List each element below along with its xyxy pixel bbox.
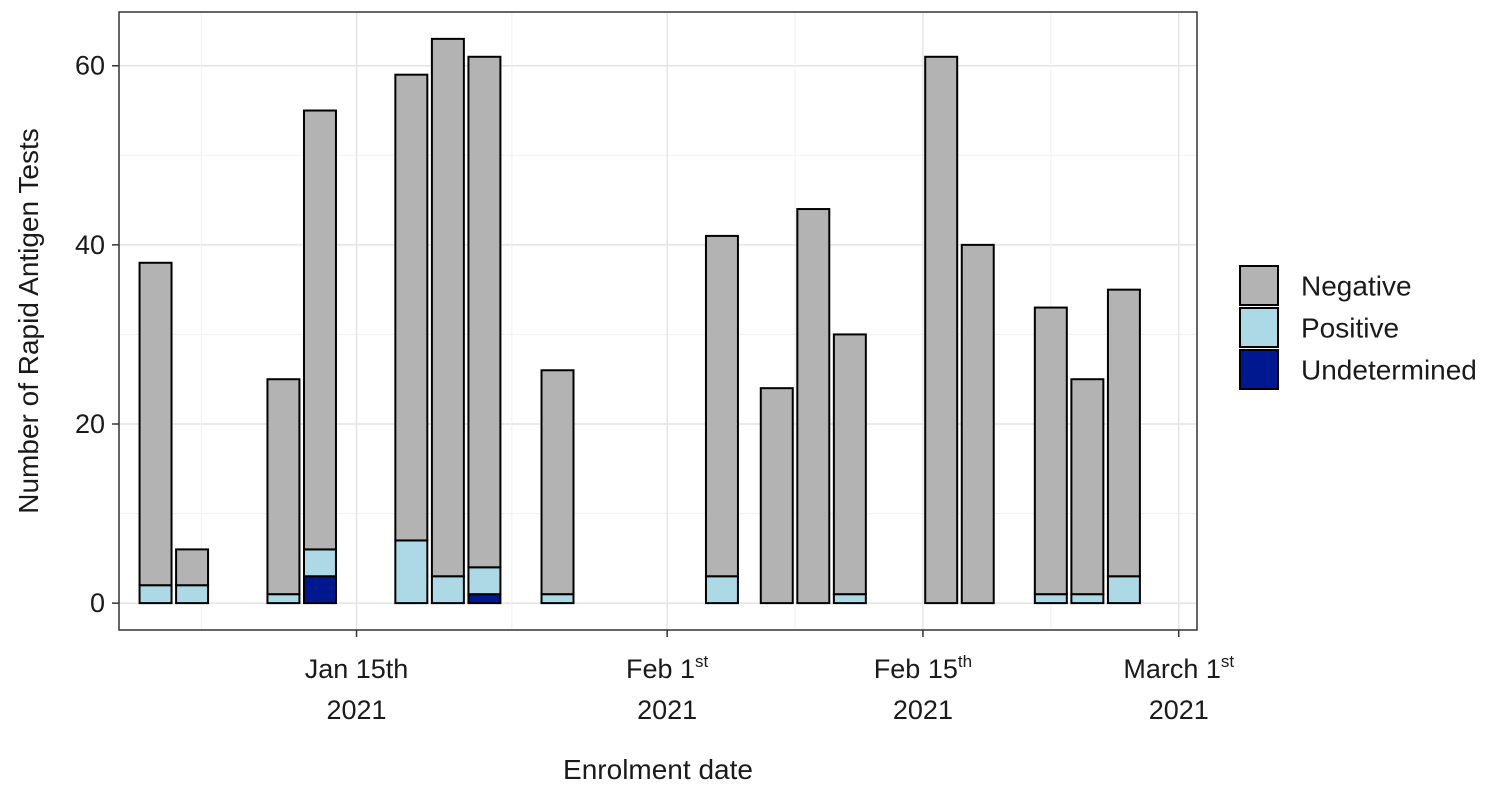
bar-segment-positive xyxy=(302,548,337,578)
bar-segment-positive xyxy=(266,593,301,605)
bar-segment-negative xyxy=(394,73,429,542)
bar-segment-negative xyxy=(960,243,995,605)
bar-segment-negative xyxy=(759,387,794,605)
bar-segment-positive xyxy=(704,575,739,605)
y-tick-label: 60 xyxy=(75,51,105,81)
bar-segment-negative xyxy=(832,333,867,596)
bar-segment-negative xyxy=(1033,306,1068,596)
bar-segment-negative xyxy=(302,109,337,551)
bar-segment-negative xyxy=(266,378,301,596)
bar-segment-positive xyxy=(1033,593,1068,605)
bar-segment-negative xyxy=(138,261,173,587)
bar-segment-negative xyxy=(467,55,502,569)
x-tick-label: Feb 15th xyxy=(874,652,972,684)
bar-segment-undetermined xyxy=(467,593,502,605)
bars xyxy=(138,37,1141,605)
bar-segment-negative xyxy=(1106,288,1141,578)
grid xyxy=(119,12,1197,630)
y-tick-label: 0 xyxy=(90,588,105,618)
x-tick-year-label: 2021 xyxy=(637,695,697,725)
x-axis-title: Enrolment date xyxy=(563,754,753,785)
bar-segment-positive xyxy=(175,584,210,605)
bar-segment-positive xyxy=(540,593,575,605)
bar-segment-positive xyxy=(430,575,465,605)
bar-segment-negative xyxy=(924,55,959,605)
y-tick-label: 20 xyxy=(75,409,105,439)
x-tick-year-label: 2021 xyxy=(893,695,953,725)
legend-key-positive xyxy=(1239,307,1279,348)
bar-segment-positive xyxy=(832,593,867,605)
x-axis: Jan 15th 2021 Feb 1st 2021 Feb 15th 2021 March… xyxy=(305,630,1234,725)
legend-label: Positive xyxy=(1301,313,1399,344)
bar-segment-negative xyxy=(430,37,465,578)
x-tick-label: March 1st xyxy=(1123,652,1234,684)
y-axis-title: Number of Rapid Antigen Tests xyxy=(13,128,44,513)
bar-segment-positive xyxy=(1106,575,1141,605)
bar-segment-positive xyxy=(394,539,429,605)
bar-segment-positive xyxy=(467,566,502,596)
legend-key-negative xyxy=(1239,265,1279,306)
y-tick-label: 40 xyxy=(75,230,105,260)
bar-segment-positive xyxy=(138,584,173,605)
y-axis: 0 20 40 60 xyxy=(75,51,119,618)
x-tick-label: Jan 15th xyxy=(305,654,409,684)
bar-segment-negative xyxy=(540,369,575,596)
bar-segment-undetermined xyxy=(302,575,337,605)
legend-label: Negative xyxy=(1301,271,1412,302)
bar-segment-negative xyxy=(175,548,210,587)
legend-label: Undetermined xyxy=(1301,355,1477,386)
panel-border xyxy=(118,11,1198,631)
bar-segment-negative xyxy=(796,208,831,605)
legend-key-undetermined xyxy=(1239,349,1279,390)
bar-segment-negative xyxy=(1070,378,1105,596)
x-tick-year-label: 2021 xyxy=(326,695,386,725)
legend: Negative Positive Undetermined xyxy=(1239,265,1477,390)
bar-segment-negative xyxy=(704,234,739,578)
x-tick-year-label: 2021 xyxy=(1149,695,1209,725)
bar-segment-positive xyxy=(1070,593,1105,605)
x-tick-label: Feb 1st xyxy=(626,652,709,684)
